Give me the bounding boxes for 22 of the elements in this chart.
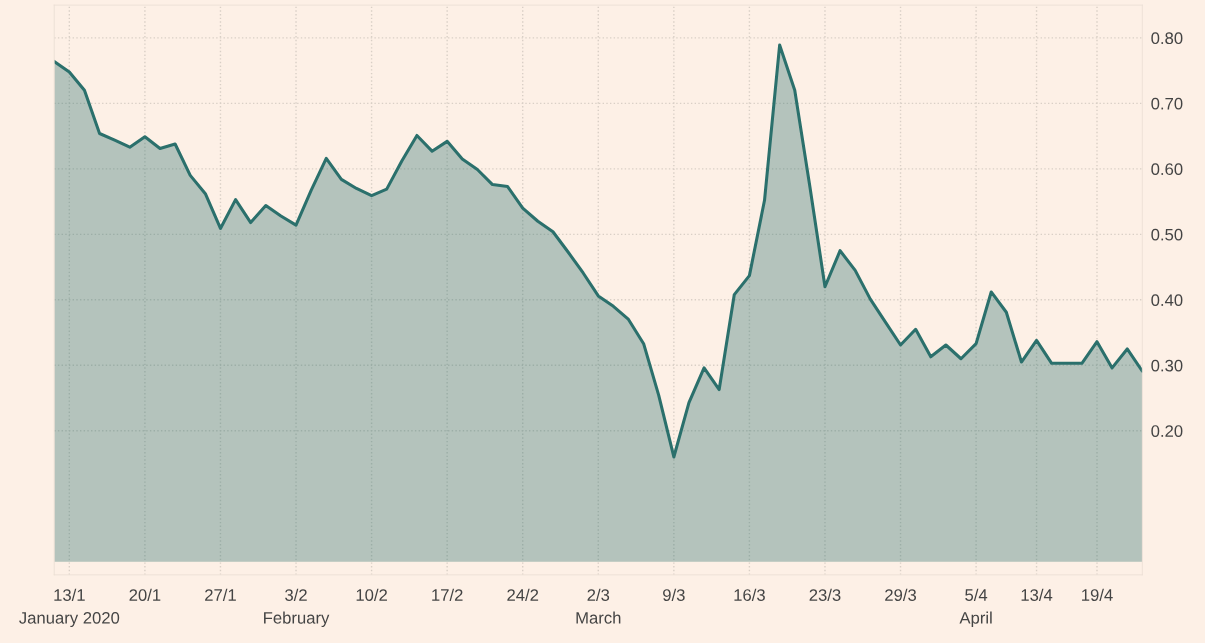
y-tick-label: 0.30 bbox=[1151, 359, 1183, 372]
x-tick-label: 29/3 bbox=[885, 588, 917, 601]
y-tick-label: 0.70 bbox=[1151, 97, 1183, 110]
x-tick-label: 13/4 bbox=[1021, 588, 1053, 601]
x-tick-label: 23/3 bbox=[809, 588, 841, 601]
x-tick-label: 13/1 January 2020 bbox=[19, 588, 120, 628]
x-tick-label: 2/3 March bbox=[576, 588, 621, 624]
y-tick-label: 0.60 bbox=[1151, 163, 1183, 176]
y-tick-label: 0.20 bbox=[1151, 425, 1183, 437]
x-tick-label: 17/2 bbox=[432, 588, 463, 601]
y-tick-label: 0.50 bbox=[1151, 228, 1183, 241]
x-tick-label: 19/4 bbox=[1082, 588, 1113, 601]
x-tick-label: 5/4 April bbox=[959, 588, 992, 628]
x-tick-label: 24/2 bbox=[507, 588, 539, 601]
y-tick-label: 0.40 bbox=[1151, 294, 1183, 307]
x-tick-label: 27/1 bbox=[205, 588, 236, 601]
x-tick-label: 20/1 bbox=[129, 588, 161, 601]
x-tick-label: 16/3 bbox=[734, 588, 765, 601]
x-tick-label: 3/2 February bbox=[264, 588, 330, 628]
x-tick-label: 9/3 bbox=[663, 588, 685, 601]
x-tick-label: 10/2 bbox=[356, 588, 387, 601]
y-tick-label: 0.80 bbox=[1151, 32, 1183, 45]
